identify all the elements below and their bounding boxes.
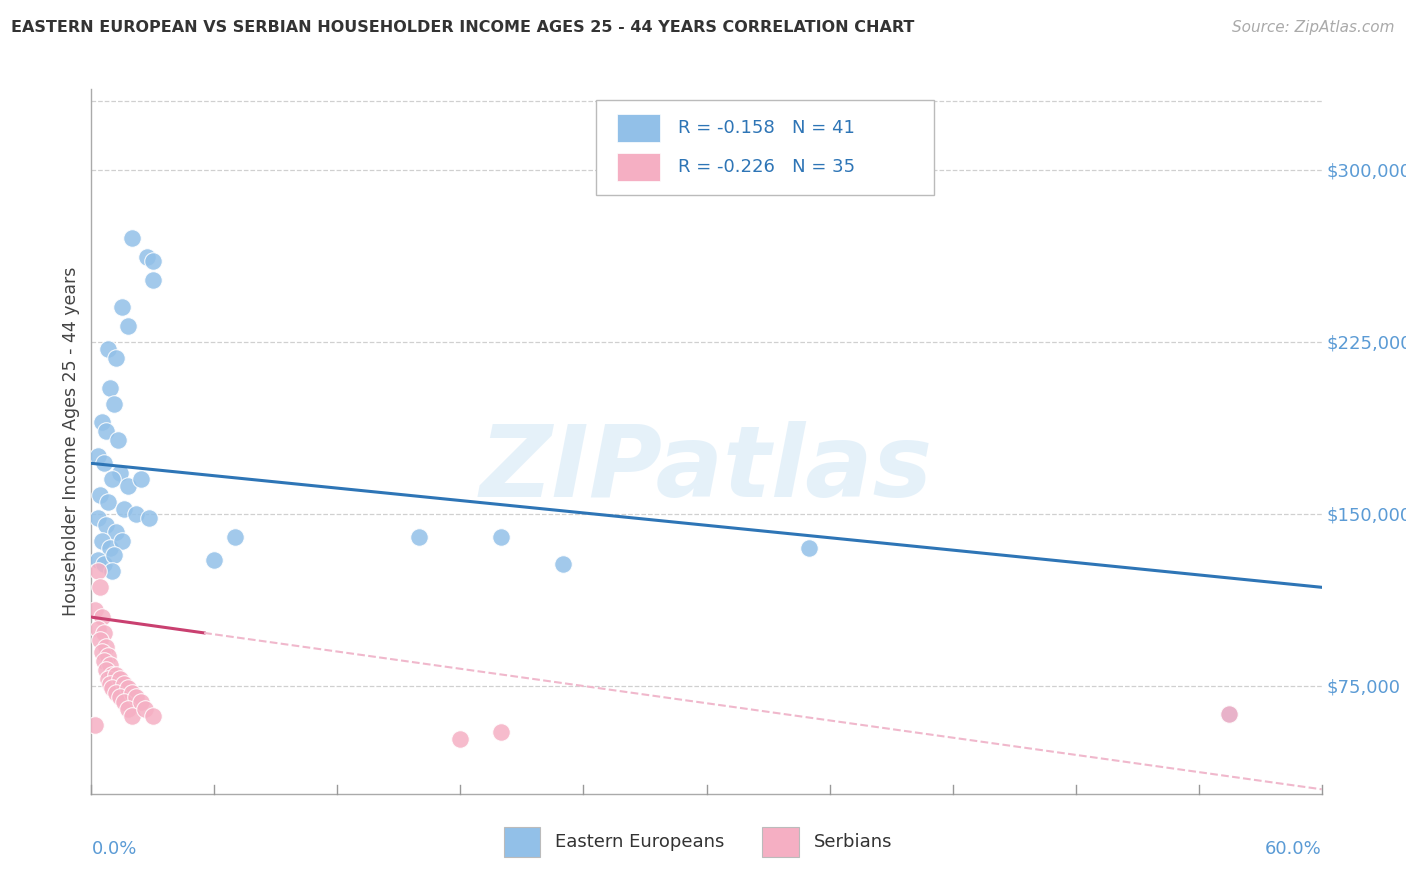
Point xyxy=(112,695,135,709)
Point xyxy=(408,530,430,544)
Point xyxy=(117,479,139,493)
Point xyxy=(103,548,125,562)
Point xyxy=(93,456,115,470)
Point xyxy=(98,658,121,673)
Point xyxy=(449,731,471,746)
Point xyxy=(142,254,165,268)
Point xyxy=(103,397,125,411)
FancyBboxPatch shape xyxy=(596,100,934,194)
Point xyxy=(101,681,124,696)
Point xyxy=(108,672,131,686)
Point xyxy=(129,695,152,709)
Y-axis label: Householder Income Ages 25 - 44 years: Householder Income Ages 25 - 44 years xyxy=(62,267,80,616)
Point xyxy=(97,672,120,686)
Point xyxy=(142,273,165,287)
Point xyxy=(101,564,124,578)
Point xyxy=(105,686,127,700)
Point xyxy=(117,681,139,696)
Point xyxy=(89,580,111,594)
Point xyxy=(97,649,120,664)
Point xyxy=(93,626,115,640)
Point xyxy=(111,300,134,314)
Text: ZIPatlas: ZIPatlas xyxy=(479,421,934,518)
Point xyxy=(86,622,108,636)
Point xyxy=(134,702,156,716)
Point xyxy=(111,534,134,549)
Point xyxy=(94,663,117,677)
Point xyxy=(90,534,112,549)
Point xyxy=(142,709,165,723)
Point xyxy=(125,507,148,521)
Point xyxy=(84,718,107,732)
Point xyxy=(97,342,120,356)
Text: Source: ZipAtlas.com: Source: ZipAtlas.com xyxy=(1232,20,1395,35)
Point xyxy=(89,633,111,648)
Point xyxy=(101,472,124,486)
Point xyxy=(224,530,246,544)
Point xyxy=(98,541,121,556)
Point xyxy=(112,676,135,690)
Point xyxy=(86,553,108,567)
Point xyxy=(90,644,112,658)
Text: 0.0%: 0.0% xyxy=(91,839,136,858)
Text: EASTERN EUROPEAN VS SERBIAN HOUSEHOLDER INCOME AGES 25 - 44 YEARS CORRELATION CH: EASTERN EUROPEAN VS SERBIAN HOUSEHOLDER … xyxy=(11,20,915,35)
Point xyxy=(97,495,120,509)
Point xyxy=(101,667,124,681)
Point xyxy=(107,434,129,448)
Point xyxy=(94,424,117,438)
Point xyxy=(1218,706,1240,721)
Point xyxy=(1218,706,1240,721)
Point xyxy=(121,231,143,245)
Point xyxy=(551,558,574,572)
Point xyxy=(94,518,117,533)
Point xyxy=(98,676,121,690)
Text: R = -0.158   N = 41: R = -0.158 N = 41 xyxy=(678,119,855,137)
Point xyxy=(90,610,112,624)
Point xyxy=(98,381,121,395)
Point xyxy=(93,654,115,668)
Point xyxy=(135,250,157,264)
Text: Serbians: Serbians xyxy=(814,833,891,851)
Point xyxy=(797,541,820,556)
Point xyxy=(491,530,513,544)
Point xyxy=(105,667,127,681)
Point xyxy=(86,450,108,464)
Point xyxy=(108,690,131,705)
Point xyxy=(105,351,127,365)
Point xyxy=(84,603,107,617)
Bar xyxy=(617,114,659,142)
Text: 60.0%: 60.0% xyxy=(1265,839,1322,858)
Point xyxy=(108,466,131,480)
Point xyxy=(121,686,143,700)
Bar xyxy=(617,153,659,181)
Point xyxy=(491,725,513,739)
Point xyxy=(89,488,111,502)
Point xyxy=(129,472,152,486)
Point xyxy=(105,525,127,540)
Bar xyxy=(762,827,799,856)
Point xyxy=(138,511,160,525)
Point xyxy=(125,690,148,705)
Point xyxy=(86,564,108,578)
Point xyxy=(93,558,115,572)
Point xyxy=(202,553,225,567)
Point xyxy=(121,709,143,723)
Text: R = -0.226   N = 35: R = -0.226 N = 35 xyxy=(678,158,855,176)
Bar xyxy=(503,827,540,856)
Point xyxy=(112,502,135,516)
Point xyxy=(94,640,117,654)
Point xyxy=(90,415,112,429)
Point xyxy=(117,318,139,333)
Point xyxy=(117,702,139,716)
Text: Eastern Europeans: Eastern Europeans xyxy=(555,833,724,851)
Point xyxy=(86,511,108,525)
